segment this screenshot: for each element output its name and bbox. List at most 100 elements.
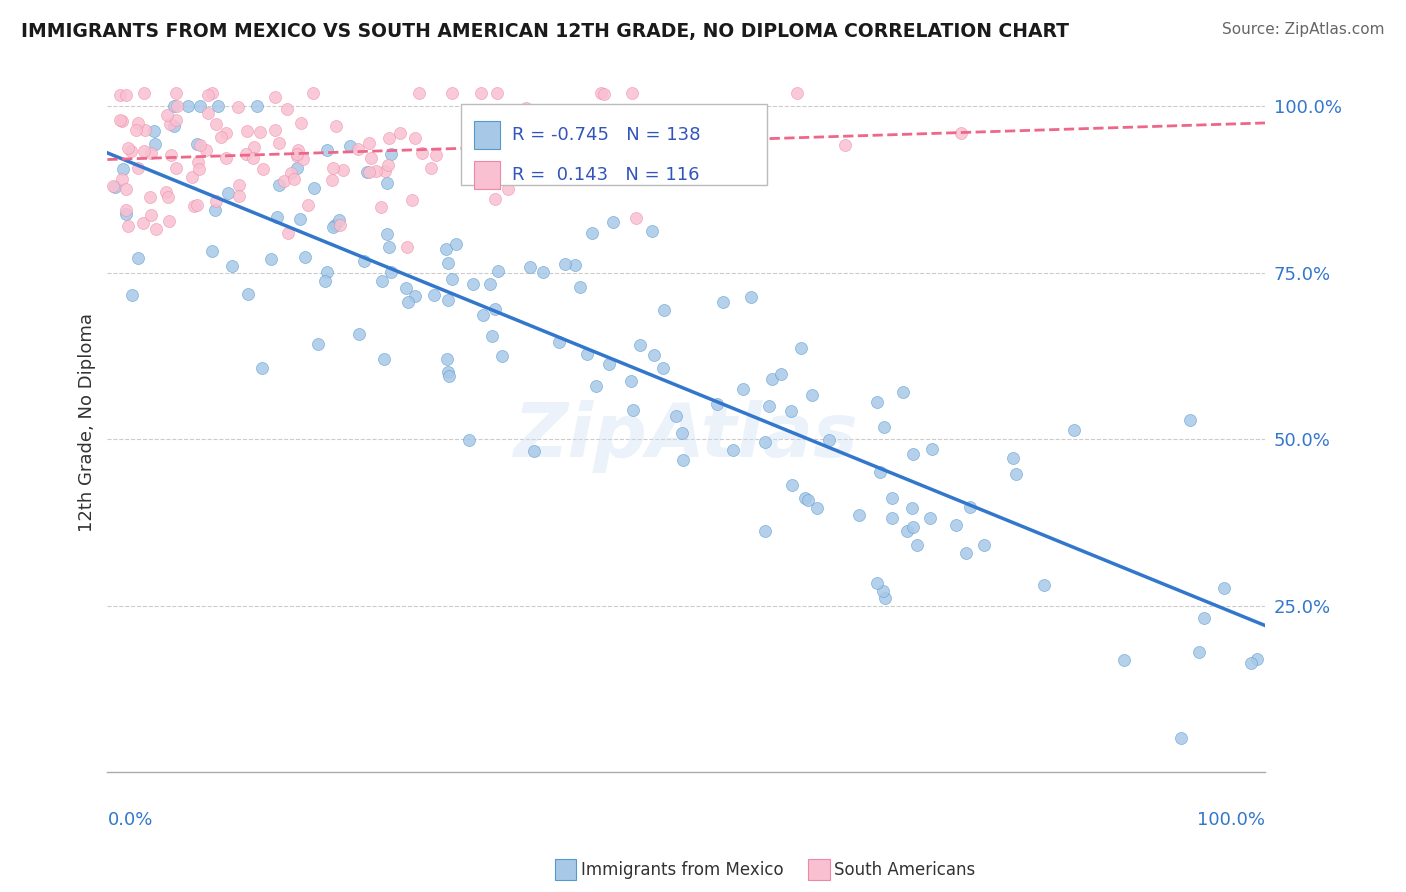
- Point: [117, 219, 139, 234]
- Point: [108, 88, 131, 103]
- Point: [523, 444, 546, 458]
- Point: [120, 145, 142, 159]
- Point: [242, 151, 264, 165]
- Point: [789, 341, 811, 355]
- Point: [353, 253, 375, 268]
- Point: [486, 86, 509, 100]
- Point: [314, 274, 336, 288]
- Point: [115, 207, 138, 221]
- Point: [316, 265, 339, 279]
- Point: [1170, 731, 1192, 745]
- Point: [321, 172, 343, 186]
- Point: [754, 524, 776, 539]
- Point: [949, 126, 972, 140]
- Point: [481, 328, 503, 343]
- Point: [640, 224, 662, 238]
- Point: [869, 465, 891, 479]
- Point: [628, 338, 651, 352]
- Point: [287, 143, 309, 157]
- Point: [260, 252, 283, 266]
- Point: [896, 524, 918, 538]
- Point: [186, 136, 208, 151]
- Text: 100.0%: 100.0%: [1198, 811, 1265, 829]
- Text: R =  0.143   N = 116: R = 0.143 N = 116: [512, 166, 699, 184]
- Point: [205, 194, 228, 208]
- Point: [226, 100, 249, 114]
- Point: [665, 409, 688, 424]
- Point: [882, 491, 904, 505]
- Point: [589, 86, 612, 100]
- Point: [731, 383, 754, 397]
- Point: [132, 216, 155, 230]
- Point: [866, 575, 889, 590]
- Point: [1180, 412, 1202, 426]
- Point: [794, 491, 817, 505]
- Point: [285, 147, 308, 161]
- Point: [576, 347, 599, 361]
- Point: [197, 105, 219, 120]
- Point: [108, 112, 131, 127]
- Point: [188, 138, 211, 153]
- Point: [201, 86, 224, 100]
- Point: [359, 136, 381, 150]
- Text: Source: ZipAtlas.com: Source: ZipAtlas.com: [1222, 22, 1385, 37]
- Point: [893, 385, 915, 400]
- Point: [322, 220, 344, 235]
- Point: [471, 308, 494, 322]
- Point: [285, 161, 308, 175]
- Point: [304, 181, 326, 195]
- Point: [461, 277, 484, 291]
- Point: [347, 327, 370, 342]
- Point: [672, 453, 695, 467]
- Point: [134, 86, 156, 100]
- Point: [141, 208, 163, 222]
- Point: [139, 190, 162, 204]
- Point: [1240, 657, 1263, 671]
- Text: R = -0.745   N = 138: R = -0.745 N = 138: [512, 126, 700, 144]
- Point: [554, 257, 576, 271]
- Point: [564, 259, 586, 273]
- Point: [761, 372, 783, 386]
- Point: [901, 520, 924, 534]
- Point: [288, 212, 311, 227]
- Y-axis label: 12th Grade, No Diploma: 12th Grade, No Diploma: [79, 313, 96, 532]
- Point: [378, 131, 401, 145]
- Point: [187, 155, 209, 169]
- Point: [370, 274, 392, 288]
- Point: [217, 186, 239, 200]
- Point: [207, 99, 229, 113]
- Point: [713, 295, 735, 310]
- Point: [165, 113, 187, 128]
- Point: [593, 87, 616, 102]
- Text: 0.0%: 0.0%: [107, 811, 153, 829]
- Point: [329, 218, 352, 232]
- Point: [395, 281, 418, 295]
- Point: [101, 178, 124, 193]
- Point: [553, 114, 575, 128]
- Point: [378, 240, 401, 254]
- Point: [973, 538, 995, 552]
- Point: [380, 146, 402, 161]
- Point: [364, 164, 387, 178]
- Point: [440, 272, 463, 286]
- Point: [221, 259, 243, 273]
- Point: [620, 375, 643, 389]
- Point: [197, 88, 219, 103]
- Point: [228, 189, 250, 203]
- Point: [901, 501, 924, 516]
- Point: [209, 130, 232, 145]
- Point: [834, 138, 856, 153]
- Point: [165, 86, 187, 100]
- Point: [128, 251, 150, 265]
- Point: [159, 117, 181, 131]
- Point: [786, 86, 808, 100]
- Point: [620, 86, 643, 100]
- Point: [865, 395, 887, 409]
- Point: [377, 176, 399, 190]
- Point: [323, 218, 346, 232]
- Point: [531, 265, 554, 279]
- Point: [346, 142, 368, 156]
- Point: [377, 157, 399, 171]
- Point: [246, 99, 269, 113]
- Point: [581, 227, 603, 241]
